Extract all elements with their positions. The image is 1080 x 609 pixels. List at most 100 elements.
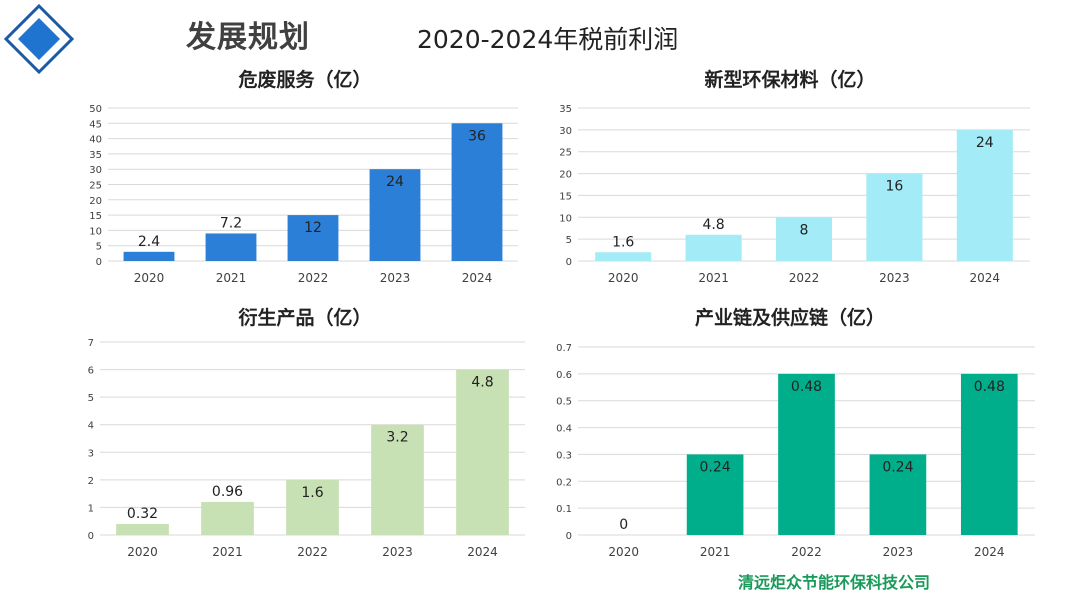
chart-3-x-tick-label: 2020 [127,545,158,559]
chart-4-data-label-2022: 0.48 [791,379,822,395]
chart-2-y-tick-label: 20 [559,170,572,181]
chart-1-data-label-2020: 2.4 [138,234,160,250]
chart-3-y-tick-label: 4 [88,421,94,432]
chart-1-bar-2024 [451,123,503,261]
chart-4-y-tick-label: 0.1 [556,504,572,515]
chart-2-x-tick-label: 2021 [698,271,729,285]
chart-3-y-tick-label: 6 [88,366,94,377]
chart-4-data-label-2020: 0 [619,517,628,533]
chart-3-data-label-2020: 0.32 [127,506,158,522]
chart-2-y-tick-label: 10 [559,213,572,224]
chart-3-y-tick-label: 3 [88,448,94,459]
chart-3-x-tick-label: 2024 [467,545,498,559]
chart-1-bar-2020 [123,251,175,261]
chart-4-data-label-2024: 0.48 [974,379,1005,395]
chart-4-x-tick-label: 2021 [700,545,731,559]
chart-2-y-tick-label: 35 [559,104,572,115]
chart-4-bar-2021 [686,454,744,535]
chart-4-bar-2024 [960,373,1018,535]
chart-3-bar-2022 [286,479,339,535]
chart-2-bar-2024 [956,129,1013,261]
chart-2-x-tick-label: 2023 [879,271,910,285]
chart-1-y-tick-label: 0 [96,257,102,268]
chart-2-data-label-2023: 16 [885,179,903,195]
chart-3-y-tick-label: 0 [88,531,94,542]
chart-3-data-label-2021: 0.96 [212,484,243,500]
chart-1-data-label-2021: 7.2 [220,215,242,231]
chart-2-x-tick-label: 2022 [789,271,820,285]
chart-4-data-label-2021: 0.24 [700,459,731,475]
chart-4-data-label-2023: 0.24 [882,459,913,475]
chart-2-title: 新型环保材料（亿） [704,68,875,91]
chart-1-x-tick-label: 2020 [134,271,165,285]
chart-2-x-tick-label: 2020 [608,271,639,285]
chart-1-y-tick-label: 10 [89,226,102,237]
slide-subtitle: 2020-2024年税前利润 [417,25,679,54]
chart-3-bar-2021 [201,501,254,535]
chart-1-y-tick-label: 15 [89,211,102,222]
chart-4-x-tick-label: 2022 [791,545,822,559]
chart-3-bar-2020 [116,523,169,535]
chart-1-x-tick-label: 2022 [298,271,329,285]
chart-1-data-label-2023: 24 [386,174,404,190]
chart-2-bar-2022 [775,217,833,261]
chart-2-data-label-2021: 4.8 [702,217,724,233]
chart-4-x-tick-label: 2024 [974,545,1005,559]
chart-3-bar-2023 [371,424,424,535]
chart-4-bar-2022 [778,373,835,535]
chart-4-bar-2023 [869,454,927,535]
chart-1-y-tick-label: 35 [89,150,102,161]
chart-1-y-tick-label: 25 [89,181,102,192]
chart-3-x-tick-label: 2021 [212,545,243,559]
chart-2-y-tick-label: 5 [566,235,572,246]
chart-1-bar-2023 [369,169,421,261]
chart-4-y-tick-label: 0.5 [556,397,572,408]
chart-1-bar-2022 [287,215,339,261]
chart-1-y-tick-label: 40 [89,135,102,146]
chart-4-y-tick-label: 0.2 [556,477,572,488]
chart-1-y-tick-label: 50 [89,104,102,115]
chart-1-x-tick-label: 2024 [462,271,493,285]
chart-1-y-tick-label: 45 [89,119,102,130]
chart-2-bar-2020 [595,252,652,261]
chart-1-y-tick-label: 30 [89,165,102,176]
chart-1-y-tick-label: 20 [89,196,102,207]
chart-4-y-tick-label: 0.6 [556,370,572,381]
page-title: 发展规划 [186,20,310,55]
chart-2-y-tick-label: 25 [559,148,572,159]
chart-1-title: 危废服务（亿） [238,68,371,91]
chart-3-y-tick-label: 7 [88,338,94,349]
chart-1-data-label-2024: 36 [468,128,486,144]
chart-2-data-label-2020: 1.6 [612,234,634,250]
chart-4-y-tick-label: 0.7 [556,343,572,354]
chart-2-y-tick-label: 30 [559,126,572,137]
chart-1-bar-2021 [205,233,257,261]
company-name-footer: 清远炬众节能环保科技公司 [738,573,931,592]
chart-2-data-label-2024: 24 [976,135,994,151]
chart-2-bar-2021 [685,234,742,261]
chart-2-y-tick-label: 15 [559,191,572,202]
chart-3-bar-2024 [456,369,509,535]
company-logo [4,4,74,74]
logo-inner-diamond [18,18,60,60]
chart-3-data-label-2023: 3.2 [386,430,408,446]
chart-3-x-tick-label: 2023 [382,545,413,559]
chart-1-data-label-2022: 12 [304,220,322,236]
chart-4-title: 产业链及供应链（亿） [695,306,885,329]
chart-3-title: 衍生产品（亿） [237,306,371,329]
chart-4-y-tick-label: 0.3 [556,450,572,461]
chart-3-y-tick-label: 2 [88,476,94,487]
chart-3-data-label-2024: 4.8 [471,375,493,391]
chart-1-x-tick-label: 2021 [216,271,247,285]
chart-3-y-tick-label: 1 [88,503,94,514]
chart-2-x-tick-label: 2024 [970,271,1001,285]
chart-3-data-label-2022: 1.6 [301,485,323,501]
chart-2-data-label-2022: 8 [800,222,809,238]
chart-4-y-tick-label: 0 [566,531,572,542]
chart-4-x-tick-label: 2023 [883,545,914,559]
chart-1-y-tick-label: 5 [96,242,102,253]
chart-3-y-tick-label: 5 [88,393,94,404]
chart-2-bar-2023 [866,173,923,261]
chart-4-y-tick-label: 0.4 [556,424,572,435]
